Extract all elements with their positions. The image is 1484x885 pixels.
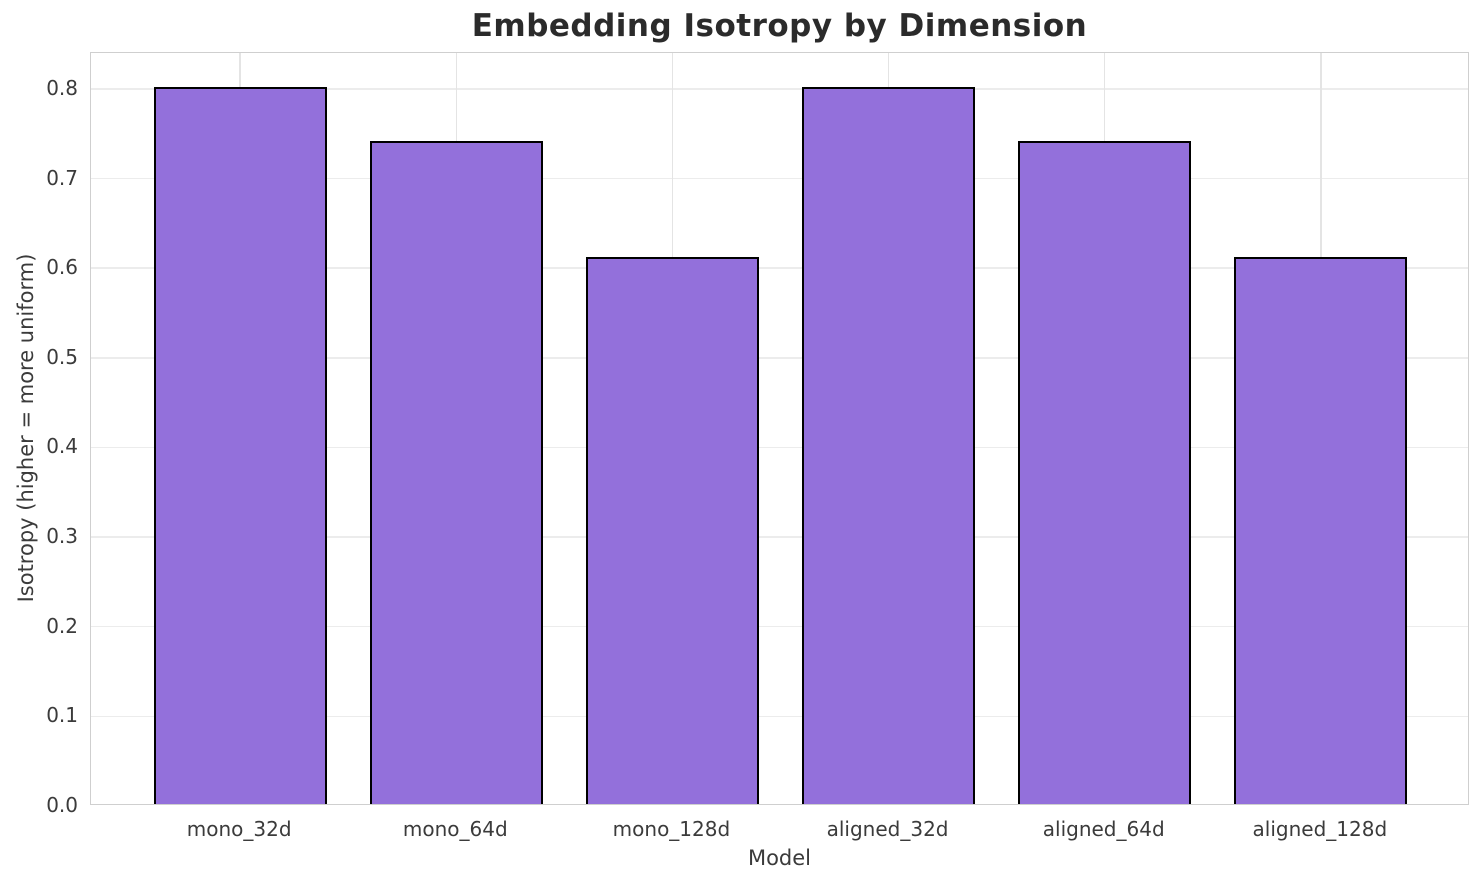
- plot-area: [90, 52, 1469, 805]
- ytick-label-0.0: 0.0: [46, 793, 78, 817]
- bar-aligned_64d: [1018, 140, 1192, 804]
- xtick-label-aligned_32d: aligned_32d: [826, 817, 949, 841]
- xtick-label-aligned_128d: aligned_128d: [1252, 817, 1388, 841]
- xtick-label-aligned_64d: aligned_64d: [1042, 817, 1165, 841]
- xtick-label-mono_32d: mono_32d: [186, 817, 292, 841]
- bar-mono_32d: [153, 86, 327, 804]
- ytick-label-0.8: 0.8: [46, 75, 78, 100]
- ytick-label-0.4: 0.4: [46, 434, 78, 459]
- gridline-y-0.3: [91, 536, 1468, 538]
- ytick-label-0.2: 0.2: [46, 613, 78, 638]
- ytick-label-0.3: 0.3: [46, 524, 78, 549]
- xtick-label-mono_128d: mono_128d: [612, 817, 731, 841]
- bar-aligned_32d: [802, 86, 976, 804]
- gridline-y-0.7: [91, 177, 1468, 180]
- gridline-y-0.2: [91, 625, 1468, 628]
- gridline-y-0.8: [91, 88, 1468, 90]
- bar-aligned_128d: [1234, 257, 1408, 804]
- chart-title: Embedding Isotropy by Dimension: [471, 8, 1088, 44]
- xtick-label-mono_64d: mono_64d: [402, 817, 508, 841]
- y-axis-label: Isotropy (higher = more uniform): [14, 253, 38, 603]
- ytick-label-0.6: 0.6: [46, 255, 78, 280]
- bar-mono_64d: [369, 140, 543, 804]
- x-axis-label: Model: [747, 846, 812, 870]
- gridline-y-0.5: [91, 357, 1468, 359]
- ytick-label-0.5: 0.5: [46, 344, 78, 369]
- gridline-y-0.4: [91, 446, 1468, 449]
- gridline-y-0.6: [91, 267, 1468, 269]
- ytick-label-0.1: 0.1: [46, 703, 78, 728]
- gridline-y-0.1: [91, 715, 1468, 718]
- bar-mono_128d: [585, 257, 759, 804]
- ytick-label-0.7: 0.7: [46, 165, 78, 190]
